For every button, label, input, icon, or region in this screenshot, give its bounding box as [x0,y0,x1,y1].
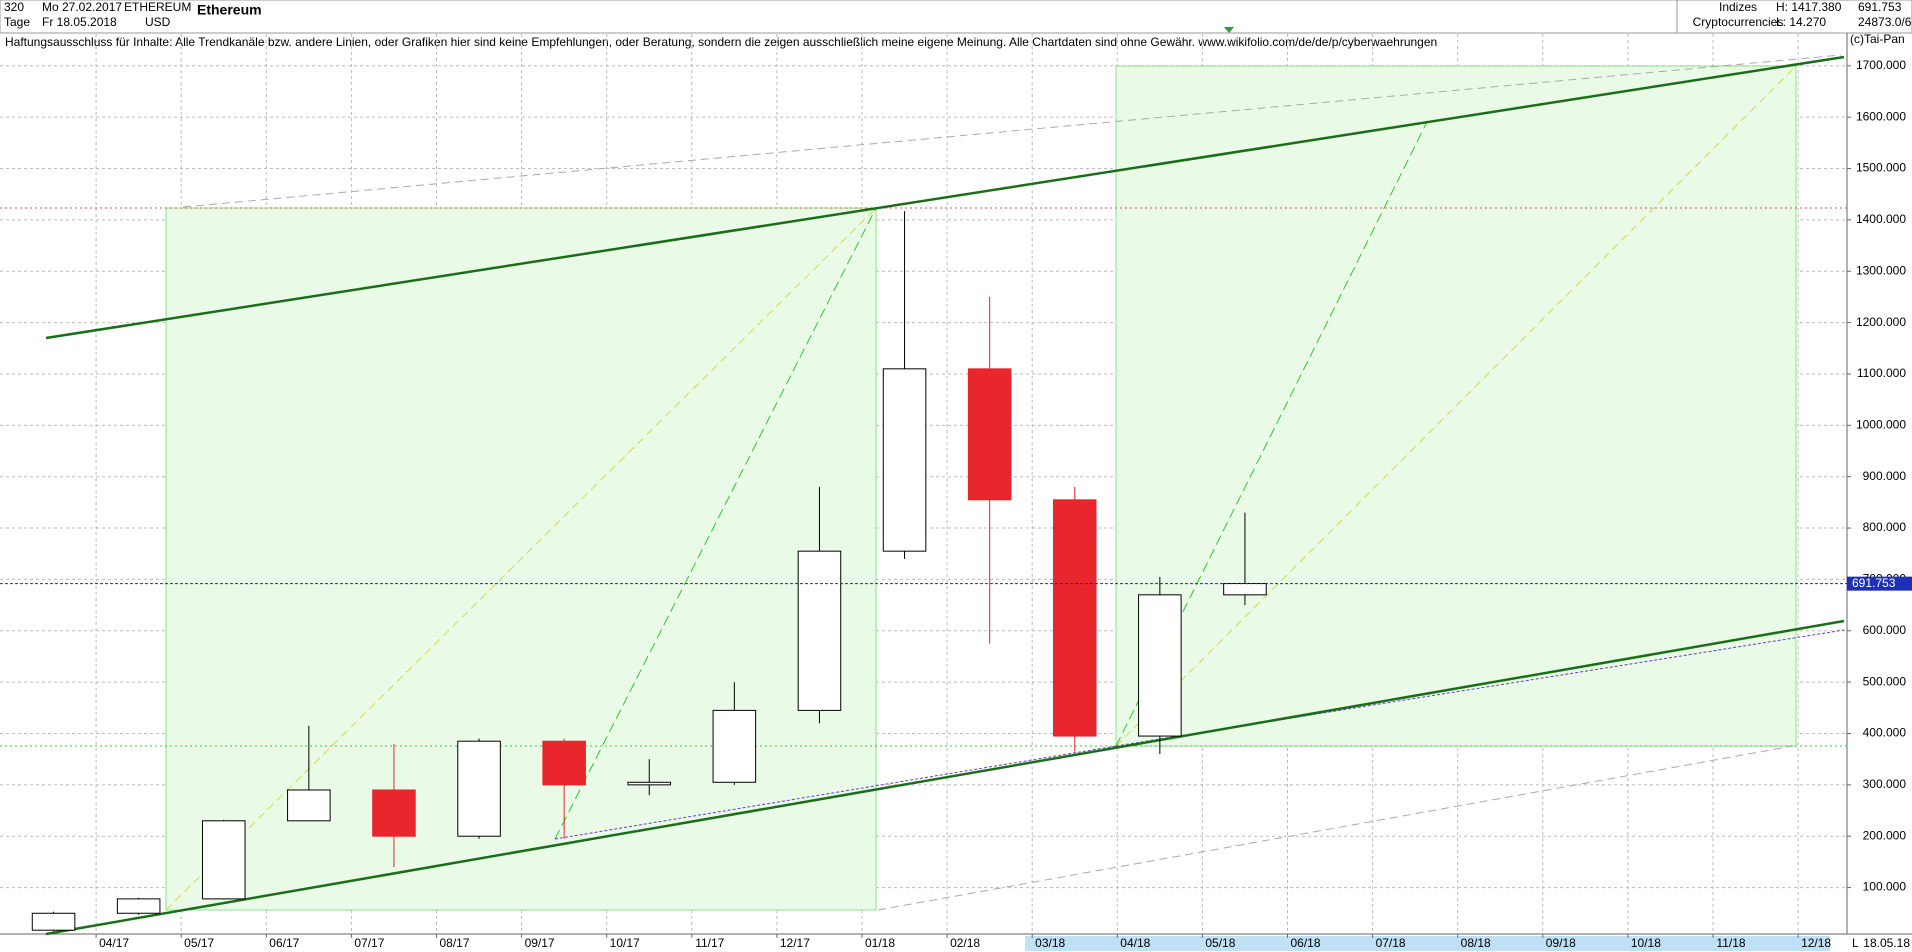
copyright: (c)Tai-Pan [1850,32,1905,46]
diagonal [1115,65,1797,747]
x-tick-label: 08/17 [439,936,469,950]
end-date: Fr 18.05.2018 [42,15,117,29]
candles [31,211,1267,932]
y-tick-label: 900.000 [1863,469,1907,483]
y-tick-label: 800.000 [1863,520,1907,534]
x-tick-label: 08/18 [1461,936,1491,950]
candle-body [967,368,1012,501]
x-tick-label: 12/17 [780,936,810,950]
x-tick-label: 12/18 [1801,936,1831,950]
candle-body [542,740,586,786]
trend-channel-lower [45,619,1845,936]
parallel-line [877,745,1794,911]
x-tick-label: 11/18 [1716,936,1745,950]
x-tick-label: 07/18 [1376,936,1406,950]
candle-body [882,368,927,552]
y-tick-label: 1700.000 [1856,58,1906,72]
footer-date: 18.05.18 [1863,936,1910,950]
y-tick-label: 400.000 [1863,726,1907,740]
y-tick-label: 1000.000 [1856,418,1906,432]
interval-count: 320 [4,0,24,14]
x-tick-label: 06/18 [1290,936,1320,950]
x-tick-label: 03/18 [1035,936,1065,950]
interval-unit: Tage [4,15,30,29]
candle-body [31,912,76,931]
y-tick-label: 1500.000 [1856,161,1906,175]
instrument-name: Ethereum [197,2,262,18]
candle-body [1052,499,1097,737]
candle-body [372,789,416,837]
marker [1224,27,1234,33]
current-value-box [1847,576,1912,591]
x-tick-label: 07/17 [354,936,384,950]
y-tick-label: 1400.000 [1856,212,1906,226]
trend-channel-upper [45,55,1845,340]
currency: USD [145,15,171,29]
x-tick-label: 10/17 [610,936,640,950]
y-tick-label: 500.000 [1863,674,1907,688]
range-highlight [1025,936,1830,951]
disclaimer: Haftungsausschluss für Inhalte: Alle Tre… [5,35,1437,49]
diagonal [1115,121,1428,747]
start-date: Mo 27.02.2017 [42,0,122,14]
x-tick-label: 09/17 [525,936,555,950]
x-tick-label: 04/17 [99,936,129,950]
volume-label: 24873.0/6 [1858,15,1912,29]
y-tick-label: 1600.000 [1856,109,1906,123]
x-tick-label: 10/18 [1631,936,1661,950]
y-tick-label: 600.000 [1863,623,1907,637]
y-tick-label: 1100.000 [1857,366,1906,380]
x-tick-label: 01/18 [865,936,895,950]
x-tick-label: 06/17 [269,936,299,950]
y-tick-label: 100.000 [1863,880,1907,894]
header-bar [0,0,1912,34]
candle-body [1138,594,1182,737]
candle-body [457,740,501,837]
x-tick-label: 02/18 [950,936,980,950]
current-value-label: 691.753 [1852,576,1896,590]
diagonal [554,207,877,840]
y-tick-label: 300.000 [1863,777,1907,791]
parallel-line [182,54,1842,208]
subgroup: Cryptocurrencies [1693,15,1784,29]
x-tick-label: 11/17 [695,936,724,950]
y-tick-label: 1200.000 [1856,315,1906,329]
candle-body [287,789,331,822]
candle-body [201,820,246,900]
candle-body [797,550,842,711]
candle-body [712,709,757,783]
candle-body [1223,583,1267,596]
x-tick-label: 05/17 [184,936,214,950]
symbol: ETHEREUM [124,0,191,14]
low-label: L: 14.270 [1776,15,1826,29]
x-tick-label: 04/18 [1120,936,1150,950]
candle-body [627,781,672,786]
y-tick-label: 1300.000 [1856,263,1906,277]
footer-scale: L [1852,936,1859,950]
diagonal [165,207,877,911]
y-tick-label: 200.000 [1863,828,1907,842]
last-label: 691.753 [1858,0,1902,14]
high-label: H: 1417.380 [1776,0,1842,14]
candle-body [116,898,161,914]
drawings [0,54,1847,936]
group: Indizes [1719,0,1757,14]
x-tick-label: 09/18 [1546,936,1576,950]
x-tick-label: 05/18 [1205,936,1235,950]
